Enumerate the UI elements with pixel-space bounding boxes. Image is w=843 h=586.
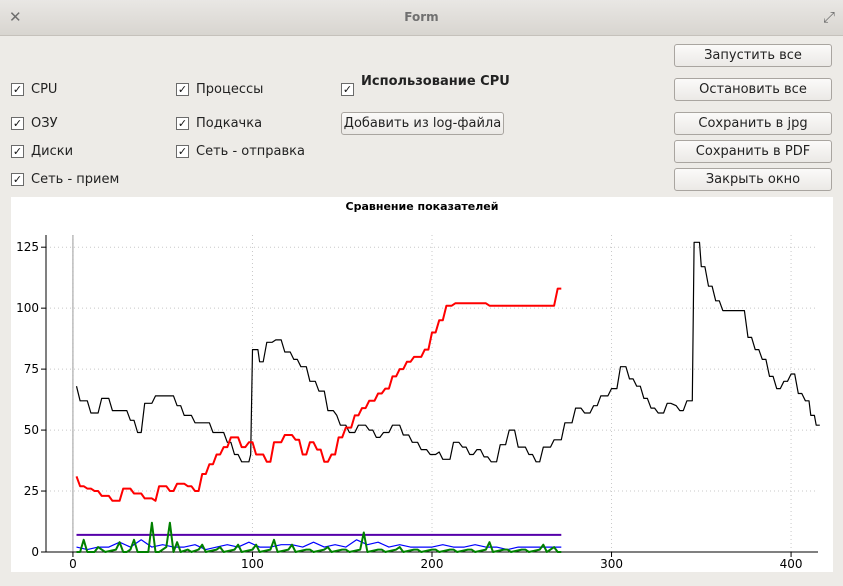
checkbox-label: ОЗУ	[31, 115, 58, 131]
checkbox-check-icon: ✓	[11, 116, 24, 130]
checkbox-label: Подкачка	[196, 115, 263, 131]
series-line	[76, 521, 562, 553]
chart-area: Сравнение показателей 0 100 200 300 400 0 25 50 7…	[11, 197, 833, 572]
checkbox-label: Использование CPU	[361, 74, 510, 89]
checkbox-label: Сеть - прием	[31, 171, 120, 187]
series-line	[76, 539, 562, 551]
y-tick-label: 0	[31, 545, 39, 559]
checkbox-ram[interactable]: ✓ ОЗУ	[11, 114, 58, 132]
checkbox-check-icon: ✓	[176, 144, 189, 158]
y-tick-label: 50	[24, 423, 39, 437]
add-from-log-button[interactable]: Добавить из log-файла	[341, 112, 504, 135]
checkbox-cpu[interactable]: ✓ CPU	[11, 80, 57, 98]
x-tick-label: 300	[600, 557, 623, 571]
window-title: Form	[404, 10, 439, 24]
checkbox-check-icon: ✓	[11, 172, 24, 186]
chart-svg: Сравнение показателей 0 100 200 300 400 0 25 50 7…	[16, 200, 820, 571]
x-tick-label: 200	[421, 557, 444, 571]
checkbox-net-send[interactable]: ✓ Сеть - отправка	[176, 142, 305, 160]
checkbox-label: Сеть - отправка	[196, 143, 305, 159]
chart-title: Сравнение показателей	[346, 200, 499, 213]
maximize-icon[interactable]: ⤢	[822, 8, 835, 26]
save-pdf-button[interactable]: Сохранить в PDF	[674, 140, 832, 163]
y-tick-label: 100	[16, 301, 39, 315]
close-window-button[interactable]: Закрыть окно	[674, 168, 832, 191]
checkbox-swap[interactable]: ✓ Подкачка	[176, 114, 262, 132]
x-tick-label: 100	[241, 557, 264, 571]
checkbox-label: CPU	[31, 81, 58, 97]
checkbox-label: Процессы	[196, 81, 264, 97]
y-tick-label: 25	[24, 484, 39, 498]
series-line	[75, 287, 562, 502]
x-tick-label: 400	[780, 557, 803, 571]
checkbox-check-icon: ✓	[11, 82, 24, 96]
checkbox-check-icon: ✓	[11, 144, 24, 158]
checkbox-check-icon: ✓	[176, 116, 189, 130]
checkbox-processes[interactable]: ✓ Процессы	[176, 80, 263, 98]
save-jpg-button[interactable]: Сохранить в jpg	[674, 112, 832, 135]
checkbox-net-recv[interactable]: ✓ Сеть - прием	[11, 170, 119, 188]
checkbox-check-icon: ✓	[176, 82, 189, 96]
checkbox-disks[interactable]: ✓ Диски	[11, 142, 73, 160]
x-tick-label: 0	[69, 557, 77, 571]
y-tick-label: 75	[24, 362, 39, 376]
stop-all-button[interactable]: Остановить все	[674, 78, 832, 101]
window-titlebar: ✕ Form ⤢	[0, 0, 843, 36]
checkbox-label: Диски	[31, 143, 74, 159]
y-tick-label: 125	[16, 240, 39, 254]
checkbox-check-icon: ✓	[341, 83, 354, 96]
start-all-button[interactable]: Запустить все	[674, 44, 832, 67]
series-line	[75, 241, 820, 463]
checkbox-cpu-usage[interactable]: ✓ Использование CPU	[341, 74, 510, 100]
close-icon[interactable]: ✕	[9, 8, 22, 26]
